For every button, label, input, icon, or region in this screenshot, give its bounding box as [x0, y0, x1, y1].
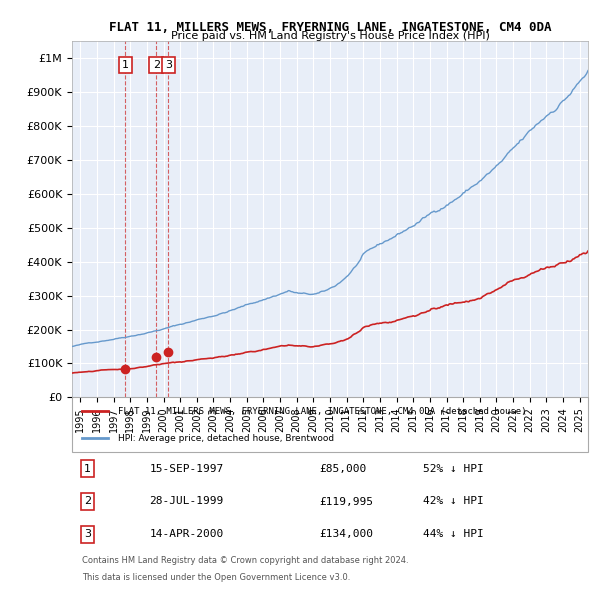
- Text: Price paid vs. HM Land Registry's House Price Index (HPI): Price paid vs. HM Land Registry's House …: [170, 31, 490, 41]
- Text: 2: 2: [84, 497, 91, 506]
- Text: Contains HM Land Registry data © Crown copyright and database right 2024.: Contains HM Land Registry data © Crown c…: [82, 556, 409, 565]
- Text: 42% ↓ HPI: 42% ↓ HPI: [423, 497, 484, 506]
- Text: 28-JUL-1999: 28-JUL-1999: [149, 497, 224, 506]
- Text: 1: 1: [84, 464, 91, 474]
- Text: £134,000: £134,000: [320, 529, 374, 539]
- Text: This data is licensed under the Open Government Licence v3.0.: This data is licensed under the Open Gov…: [82, 573, 350, 582]
- Text: 1: 1: [122, 60, 129, 70]
- Text: 14-APR-2000: 14-APR-2000: [149, 529, 224, 539]
- Text: £119,995: £119,995: [320, 497, 374, 506]
- Text: 44% ↓ HPI: 44% ↓ HPI: [423, 529, 484, 539]
- Text: FLAT 11, MILLERS MEWS, FRYERNING LANE, INGATESTONE, CM4 0DA (detached house): FLAT 11, MILLERS MEWS, FRYERNING LANE, I…: [118, 407, 527, 415]
- Text: £85,000: £85,000: [320, 464, 367, 474]
- Text: 3: 3: [84, 529, 91, 539]
- Text: FLAT 11, MILLERS MEWS, FRYERNING LANE, INGATESTONE, CM4 0DA: FLAT 11, MILLERS MEWS, FRYERNING LANE, I…: [109, 21, 551, 34]
- Text: 15-SEP-1997: 15-SEP-1997: [149, 464, 224, 474]
- Text: 3: 3: [165, 60, 172, 70]
- Text: HPI: Average price, detached house, Brentwood: HPI: Average price, detached house, Bren…: [118, 434, 335, 443]
- Text: 52% ↓ HPI: 52% ↓ HPI: [423, 464, 484, 474]
- Text: 2: 2: [153, 60, 160, 70]
